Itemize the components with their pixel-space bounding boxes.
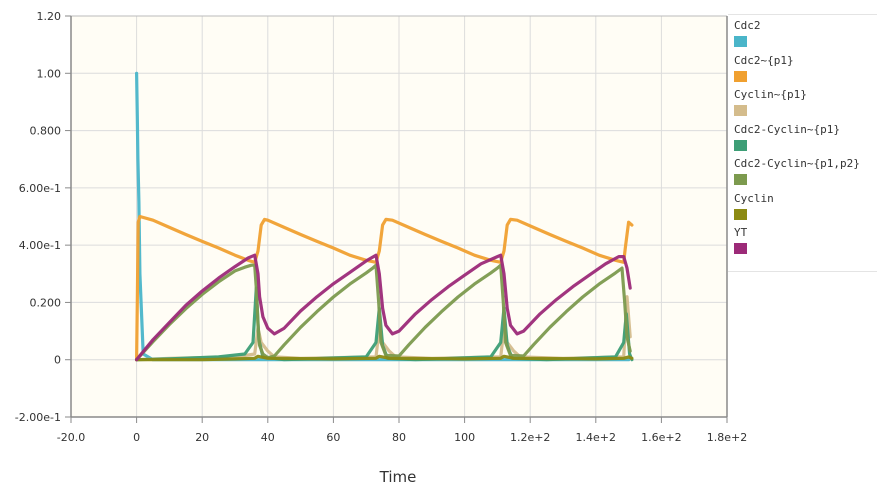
x-tick-label: 1.6e+2 — [641, 431, 681, 444]
x-tick-label: -20.0 — [57, 431, 85, 444]
x-tick-label: 80 — [392, 431, 406, 444]
legend-label: Cyclin~{p1} — [734, 88, 807, 101]
legend-label: Cdc2-Cyclin~{p1} — [734, 122, 840, 136]
x-tick-label: 1.8e+2 — [707, 431, 747, 444]
legend-label: Cyclin — [734, 191, 774, 205]
series-line-cdc2-p1 — [135, 214, 634, 362]
y-tick-label: 1.00 — [37, 67, 62, 80]
x-tick-label: 1.4e+2 — [576, 431, 616, 444]
x-tick-label: 20 — [195, 431, 209, 444]
legend-item-cyclin[interactable]: Cyclin — [734, 192, 774, 220]
x-axis-title: Time — [379, 468, 417, 486]
y-tick-label: -2.00e-1 — [15, 411, 61, 424]
legend-label: Cdc2-Cyclin~{p1,p2} — [734, 157, 860, 170]
legend-swatch — [734, 174, 747, 185]
y-tick-label: 6.00e-1 — [19, 182, 61, 195]
series-line-yt — [135, 253, 632, 362]
legend-swatch — [734, 139, 747, 151]
y-tick-label: 0.800 — [30, 125, 62, 138]
legend-label: Cdc2~{p1} — [734, 53, 794, 67]
legend-swatch — [734, 105, 747, 116]
legend-swatch — [734, 243, 747, 254]
legend-item-cdc2-cyclin-p1[interactable]: Cdc2-Cyclin~{p1} — [734, 123, 840, 151]
x-tick-label: 60 — [326, 431, 340, 444]
legend-item-cdc2[interactable]: Cdc2 — [734, 19, 761, 47]
legend-item-cdc2-p1[interactable]: Cdc2~{p1} — [734, 54, 794, 82]
series-line-cyclin — [135, 354, 634, 362]
x-tick-label: 0 — [133, 431, 140, 444]
legend: Cdc2 Cdc2~{p1} Cyclin~{p1} Cdc2-Cyclin~{p1}… — [728, 14, 877, 272]
series-line-cdc2-cyclin-p1-p2 — [135, 263, 632, 362]
y-tick-label: 0.200 — [30, 296, 62, 309]
legend-label: Cdc2 — [734, 19, 761, 32]
x-tick-label: 40 — [261, 431, 275, 444]
x-tick-label: 100 — [454, 431, 475, 444]
y-tick-label: 0 — [54, 354, 61, 367]
legend-swatch — [734, 208, 747, 220]
legend-swatch — [734, 70, 747, 82]
x-tick-label: 1.2e+2 — [510, 431, 550, 444]
axes: -20.0 0 20 40 60 80 100 1.2e+2 1.4e+2 1.6e+2 1.8e+… — [15, 10, 747, 444]
series-lines — [135, 71, 634, 362]
legend-swatch — [734, 36, 747, 47]
legend-item-cyclin-p1[interactable]: Cyclin~{p1} — [734, 88, 807, 116]
legend-item-yt[interactable]: YT — [734, 226, 747, 254]
legend-item-cdc2-cyclin-p1-p2[interactable]: Cdc2-Cyclin~{p1,p2} — [734, 157, 860, 185]
y-tick-label: 4.00e-1 — [19, 239, 61, 252]
legend-label: YT — [734, 226, 748, 239]
y-tick-label: 1.20 — [37, 10, 62, 23]
